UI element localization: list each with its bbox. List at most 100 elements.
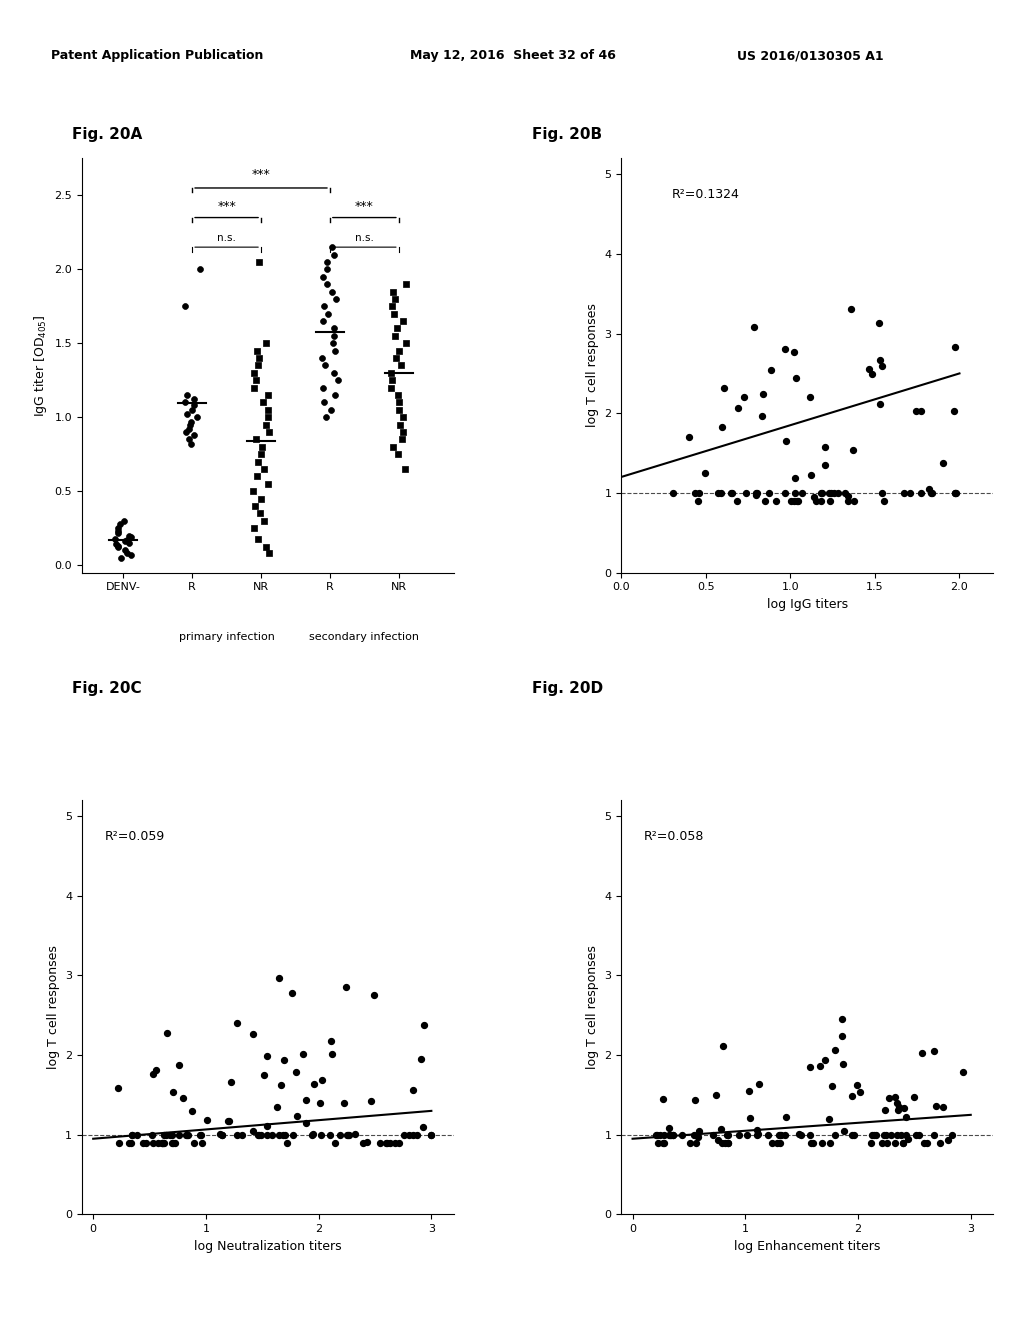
Point	[332, 1125, 348, 1146]
Point	[253, 488, 269, 510]
Point	[263, 1125, 280, 1146]
Point	[276, 1049, 293, 1071]
Point	[289, 1105, 305, 1126]
Point	[714, 1133, 730, 1154]
Point	[741, 1107, 758, 1129]
Point	[778, 430, 795, 451]
Point	[739, 1125, 756, 1146]
Point	[761, 482, 777, 503]
Point	[664, 1125, 680, 1146]
Point	[185, 395, 202, 416]
Point	[327, 341, 343, 362]
Point	[928, 1096, 944, 1117]
Point	[387, 288, 403, 309]
Point	[362, 1090, 379, 1111]
Point	[760, 1125, 776, 1146]
Point	[246, 378, 262, 399]
Point	[849, 1074, 865, 1096]
Point	[946, 401, 963, 422]
Point	[764, 1133, 780, 1154]
Point	[121, 1133, 137, 1154]
Point	[802, 1125, 818, 1146]
Point	[662, 1117, 678, 1138]
Point	[395, 421, 412, 442]
Point	[650, 1133, 667, 1154]
Point	[251, 251, 267, 272]
Point	[814, 1133, 830, 1154]
Point	[822, 482, 839, 503]
Point	[888, 1093, 904, 1114]
Point	[754, 405, 770, 426]
Point	[313, 347, 330, 368]
Point	[183, 411, 200, 432]
Point	[687, 1090, 703, 1111]
Point	[690, 490, 707, 511]
Point	[778, 1106, 795, 1127]
Point	[822, 490, 839, 511]
Point	[409, 1125, 425, 1146]
Point	[260, 543, 276, 564]
Point	[840, 490, 856, 511]
Point	[178, 1125, 195, 1146]
Point	[379, 1133, 395, 1154]
Point	[808, 490, 824, 511]
Point	[260, 407, 276, 428]
Point	[710, 1129, 726, 1150]
Point	[246, 362, 262, 383]
Point	[840, 486, 856, 507]
Point	[716, 378, 732, 399]
Point	[112, 513, 128, 535]
Point	[245, 480, 261, 502]
Point	[785, 490, 802, 511]
Point	[404, 1080, 421, 1101]
Point	[144, 1133, 161, 1154]
Point	[757, 490, 773, 511]
Point	[900, 1129, 916, 1150]
Text: Fig. 20A: Fig. 20A	[72, 127, 142, 141]
Point	[830, 482, 847, 503]
Point	[135, 1133, 152, 1154]
Point	[245, 1121, 261, 1142]
Point	[870, 313, 887, 334]
Point	[940, 1130, 956, 1151]
Point	[710, 482, 726, 503]
Point	[889, 1125, 905, 1146]
Point	[750, 482, 766, 503]
Point	[123, 544, 139, 565]
Point	[316, 355, 333, 376]
Point	[284, 983, 300, 1005]
Point	[794, 482, 810, 503]
Point	[323, 1125, 339, 1146]
Point	[921, 479, 937, 500]
Point	[717, 1133, 733, 1154]
Y-axis label: IgG titer [OD$_{405}$]: IgG titer [OD$_{405}$]	[32, 314, 49, 417]
Point	[395, 310, 412, 331]
Point	[389, 318, 406, 339]
Point	[413, 1048, 429, 1069]
Point	[110, 537, 126, 558]
Point	[313, 1069, 330, 1090]
Point	[845, 440, 861, 461]
Point	[249, 466, 265, 487]
Point	[124, 1125, 140, 1146]
Point	[155, 1133, 171, 1154]
Point	[786, 342, 803, 363]
Point	[298, 1089, 314, 1110]
Point	[367, 985, 383, 1006]
Point	[258, 537, 274, 558]
Point	[802, 387, 818, 408]
Point	[186, 1133, 203, 1154]
Point	[214, 1125, 230, 1146]
Point	[372, 1133, 388, 1154]
Point	[286, 1125, 302, 1146]
Point	[378, 1133, 394, 1154]
Point	[387, 1133, 403, 1154]
Point	[662, 1125, 678, 1146]
Point	[920, 1133, 936, 1154]
Point	[164, 1125, 180, 1146]
Point	[813, 482, 829, 503]
Point	[881, 1086, 897, 1107]
Point	[864, 363, 881, 384]
Point	[177, 296, 194, 317]
Point	[298, 1113, 314, 1134]
